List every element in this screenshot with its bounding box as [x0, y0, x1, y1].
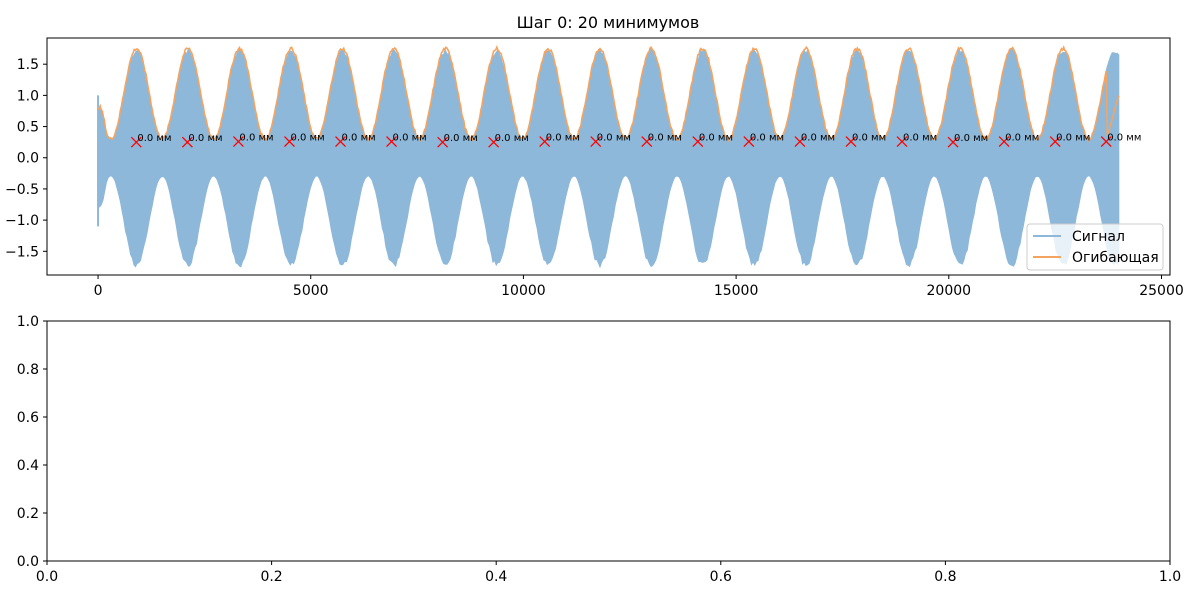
- top-xtick-label: 0: [94, 283, 103, 299]
- empty-chart: 0.0 0.2 0.4 0.6 0.8 1.0 0.0 0.2 0.4 0.6 0.8 1.0: [17, 314, 1181, 585]
- minimum-label: 0.0 мм: [290, 133, 324, 144]
- minimum-marker: [1100, 136, 1112, 147]
- minimum-label: 0.0 мм: [342, 133, 376, 144]
- bottom-ytick-label: 0.4: [17, 458, 39, 474]
- legend-label-signal: Сигнал: [1072, 229, 1125, 245]
- envelope-line: [97, 44, 1120, 143]
- minimum-label: 0.0 мм: [852, 133, 886, 144]
- chart-title: Шаг 0: 20 минимумов: [517, 13, 700, 32]
- bottom-ytick-label: 0.0: [17, 554, 39, 570]
- minimum-marker: [845, 136, 857, 147]
- top-ytick-label: 0.0: [17, 151, 39, 167]
- minimum-marker: [692, 136, 704, 147]
- x-axis-ticks-top: 0 5000 10000 15000 20000 25000: [94, 275, 1184, 299]
- top-xtick-label: 25000: [1139, 283, 1184, 299]
- minimum-label: 0.0 мм: [699, 133, 733, 144]
- minimum-label: 0.0 мм: [546, 133, 580, 144]
- legend-label-envelope: Огибающая: [1072, 250, 1159, 266]
- y-axis-ticks-bottom: 0.0 0.2 0.4 0.6 0.8 1.0: [17, 314, 47, 570]
- top-ytick-label: −1.0: [5, 213, 39, 229]
- minimum-label: 0.0 мм: [239, 133, 273, 144]
- top-ytick-label: 1.0: [17, 88, 39, 104]
- minimum-marker: [896, 136, 908, 147]
- bottom-xtick-label: 0.4: [485, 569, 507, 585]
- minimum-label: 0.0 мм: [903, 133, 937, 144]
- envelope-series: [97, 44, 1120, 143]
- minimum-label: 0.0 мм: [750, 133, 784, 144]
- bottom-xtick-label: 1.0: [1159, 569, 1181, 585]
- minimum-label: 0.0 мм: [1056, 133, 1090, 144]
- bottom-ytick-label: 1.0: [17, 314, 39, 330]
- minimum-marker: [335, 136, 346, 147]
- plot-frame-bottom: [46, 320, 1171, 562]
- top-xtick-label: 15000: [714, 283, 759, 299]
- y-axis-ticks-top: −1.5 −1.0 −0.5 0.0 0.5 1.0 1.5: [5, 57, 47, 260]
- minima-labels: 0.0 мм 0.0 мм 0.0 мм 0.0 мм 0.0 мм 0.0 мм 0.0 …: [137, 133, 1141, 145]
- minimum-marker: [232, 136, 244, 147]
- minimum-label: 0.0 мм: [393, 133, 427, 144]
- bottom-xtick-label: 0.0: [36, 569, 58, 585]
- minimum-label: 0.0 мм: [648, 133, 682, 144]
- minimum-label: 0.0 мм: [1005, 133, 1039, 144]
- top-ytick-label: −1.5: [5, 244, 39, 260]
- plot-frame-top: [46, 37, 1171, 276]
- minimum-label: 0.0 мм: [954, 133, 988, 144]
- minimum-marker: [1049, 136, 1061, 147]
- bottom-ytick-label: 0.8: [17, 362, 39, 378]
- minimum-marker: [794, 136, 806, 147]
- minimum-marker: [539, 136, 551, 147]
- minimum-marker: [181, 136, 193, 148]
- minimum-marker: [284, 136, 295, 147]
- envelope-chart: Шаг 0: 20 минимумов 0.0 мм 0.0 мм 0.0 мм 0.…: [5, 13, 1184, 299]
- minimum-marker: [641, 136, 653, 147]
- minimum-label: 0.0 мм: [137, 133, 171, 144]
- minimum-label: 0.0 мм: [444, 133, 478, 144]
- minimum-marker: [488, 136, 500, 148]
- top-xtick-label: 5000: [293, 283, 329, 299]
- minimum-label: 0.0 мм: [188, 133, 222, 144]
- minimum-label: 0.0 мм: [1107, 133, 1141, 144]
- bottom-ytick-label: 0.2: [17, 506, 39, 522]
- minimum-marker: [386, 136, 398, 147]
- minima-markers: [130, 136, 1112, 148]
- minimum-label: 0.0 мм: [495, 133, 529, 144]
- x-axis-ticks-bottom: 0.0 0.2 0.4 0.6 0.8 1.0: [36, 561, 1181, 585]
- minimum-label: 0.0 мм: [597, 133, 631, 144]
- minimum-marker: [590, 136, 602, 147]
- minimum-marker: [998, 136, 1010, 147]
- top-ytick-label: 0.5: [17, 120, 39, 136]
- minimum-marker: [947, 136, 959, 148]
- legend: Сигнал Огибающая: [1026, 223, 1164, 271]
- bottom-xtick-label: 0.2: [260, 569, 282, 585]
- bottom-ytick-label: 0.6: [17, 410, 39, 426]
- bottom-xtick-label: 0.6: [710, 569, 732, 585]
- minimum-marker: [437, 136, 449, 148]
- top-xtick-label: 20000: [927, 283, 972, 299]
- minimum-marker: [130, 136, 142, 148]
- top-ytick-label: −0.5: [5, 182, 39, 198]
- minimum-label: 0.0 мм: [801, 133, 835, 144]
- top-xtick-label: 10000: [501, 283, 546, 299]
- top-ytick-label: 1.5: [17, 57, 39, 73]
- minimum-marker: [743, 136, 755, 147]
- bottom-xtick-label: 0.8: [934, 569, 956, 585]
